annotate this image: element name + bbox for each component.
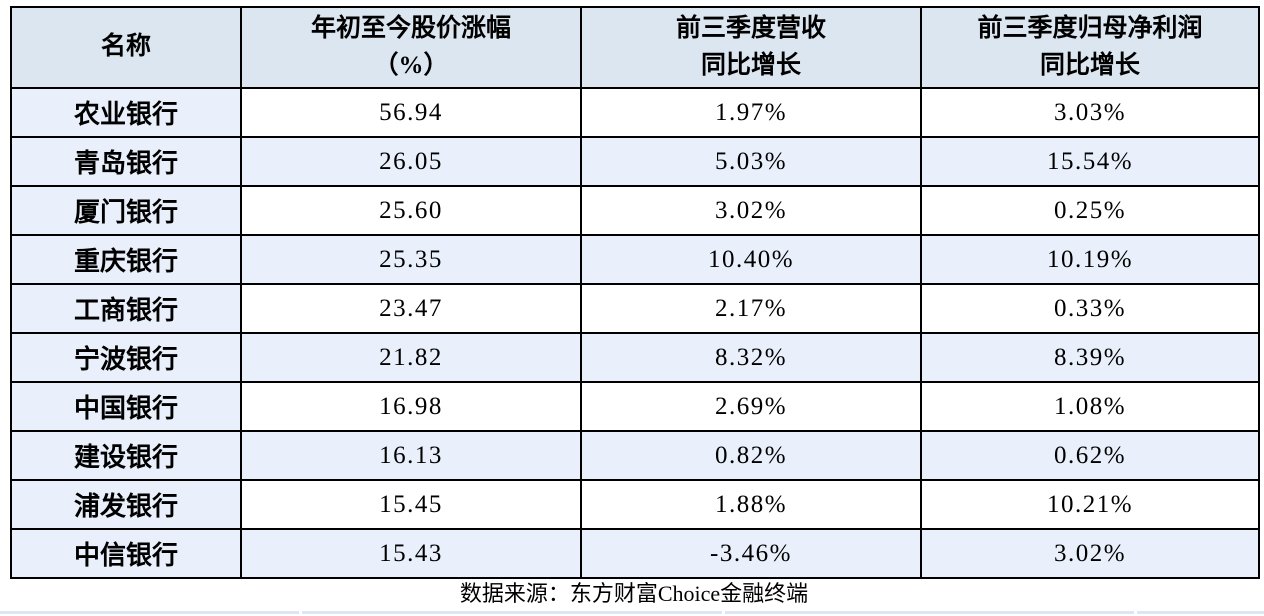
- column-header-1: 年初至今股价涨幅 （%）: [240, 6, 582, 89]
- value-cell: -3.46%: [580, 528, 922, 579]
- value-cell: 15.45: [240, 479, 582, 530]
- bank-name-cell: 工商银行: [10, 283, 242, 334]
- value-cell: 1.97%: [580, 87, 922, 138]
- bank-name-cell: 农业银行: [10, 87, 242, 138]
- table-row: 中信银行 15.43 -3.46% 3.02%: [10, 528, 1260, 579]
- bank-name-cell: 重庆银行: [10, 234, 242, 285]
- value-cell: 3.02%: [580, 185, 922, 236]
- table-body: 农业银行 56.94 1.97% 3.03% 青岛银行 26.05 5.03% 15.54% 厦…: [10, 87, 1260, 579]
- value-cell: 5.03%: [580, 136, 922, 187]
- value-cell: 2.69%: [580, 381, 922, 432]
- partial-cell: [302, 611, 722, 614]
- header-row: 名称 年初至今股价涨幅 （%） 前三季度营收 同比增长 前三季度归母净利润 同比增长: [10, 6, 1260, 89]
- partial-cell: [1137, 611, 1264, 614]
- data-source-caption: 数据来源：东方财富Choice金融终端: [10, 579, 1258, 609]
- table-row: 工商银行 23.47 2.17% 0.33%: [10, 283, 1260, 334]
- value-cell: 15.43: [240, 528, 582, 579]
- partial-next-row: [0, 611, 1264, 614]
- table-header: 名称 年初至今股价涨幅 （%） 前三季度营收 同比增长 前三季度归母净利润 同比增长: [10, 6, 1260, 89]
- value-cell: 8.39%: [920, 332, 1260, 383]
- value-cell: 0.62%: [920, 430, 1260, 481]
- value-cell: 16.98: [240, 381, 582, 432]
- partial-cell: [0, 611, 299, 614]
- bank-name-cell: 浦发银行: [10, 479, 242, 530]
- bank-name-cell: 青岛银行: [10, 136, 242, 187]
- column-header-0: 名称: [10, 6, 242, 89]
- table-row: 农业银行 56.94 1.97% 3.03%: [10, 87, 1260, 138]
- value-cell: 26.05: [240, 136, 582, 187]
- column-header-2: 前三季度营收 同比增长: [580, 6, 922, 89]
- value-cell: 3.03%: [920, 87, 1260, 138]
- value-cell: 0.33%: [920, 283, 1260, 334]
- bank-name-cell: 宁波银行: [10, 332, 242, 383]
- value-cell: 25.60: [240, 185, 582, 236]
- table-row: 宁波银行 21.82 8.32% 8.39%: [10, 332, 1260, 383]
- value-cell: 0.25%: [920, 185, 1260, 236]
- bank-name-cell: 厦门银行: [10, 185, 242, 236]
- value-cell: 21.82: [240, 332, 582, 383]
- value-cell: 15.54%: [920, 136, 1260, 187]
- table-row: 重庆银行 25.35 10.40% 10.19%: [10, 234, 1260, 285]
- value-cell: 3.02%: [920, 528, 1260, 579]
- value-cell: 23.47: [240, 283, 582, 334]
- value-cell: 10.40%: [580, 234, 922, 285]
- table-row: 建设银行 16.13 0.82% 0.62%: [10, 430, 1260, 481]
- value-cell: 8.32%: [580, 332, 922, 383]
- bank-name-cell: 中国银行: [10, 381, 242, 432]
- bank-name-cell: 中信银行: [10, 528, 242, 579]
- table-row: 浦发银行 15.45 1.88% 10.21%: [10, 479, 1260, 530]
- value-cell: 10.21%: [920, 479, 1260, 530]
- table-row: 厦门银行 25.60 3.02% 0.25%: [10, 185, 1260, 236]
- bank-name-cell: 建设银行: [10, 430, 242, 481]
- value-cell: 2.17%: [580, 283, 922, 334]
- partial-cell: [725, 611, 1134, 614]
- value-cell: 0.82%: [580, 430, 922, 481]
- value-cell: 25.35: [240, 234, 582, 285]
- column-header-3: 前三季度归母净利润 同比增长: [920, 6, 1260, 89]
- value-cell: 1.88%: [580, 479, 922, 530]
- bank-performance-table: 名称 年初至今股价涨幅 （%） 前三季度营收 同比增长 前三季度归母净利润 同比增长 农业银…: [10, 6, 1260, 579]
- table-row: 青岛银行 26.05 5.03% 15.54%: [10, 136, 1260, 187]
- value-cell: 16.13: [240, 430, 582, 481]
- value-cell: 10.19%: [920, 234, 1260, 285]
- value-cell: 1.08%: [920, 381, 1260, 432]
- value-cell: 56.94: [240, 87, 582, 138]
- table-row: 中国银行 16.98 2.69% 1.08%: [10, 381, 1260, 432]
